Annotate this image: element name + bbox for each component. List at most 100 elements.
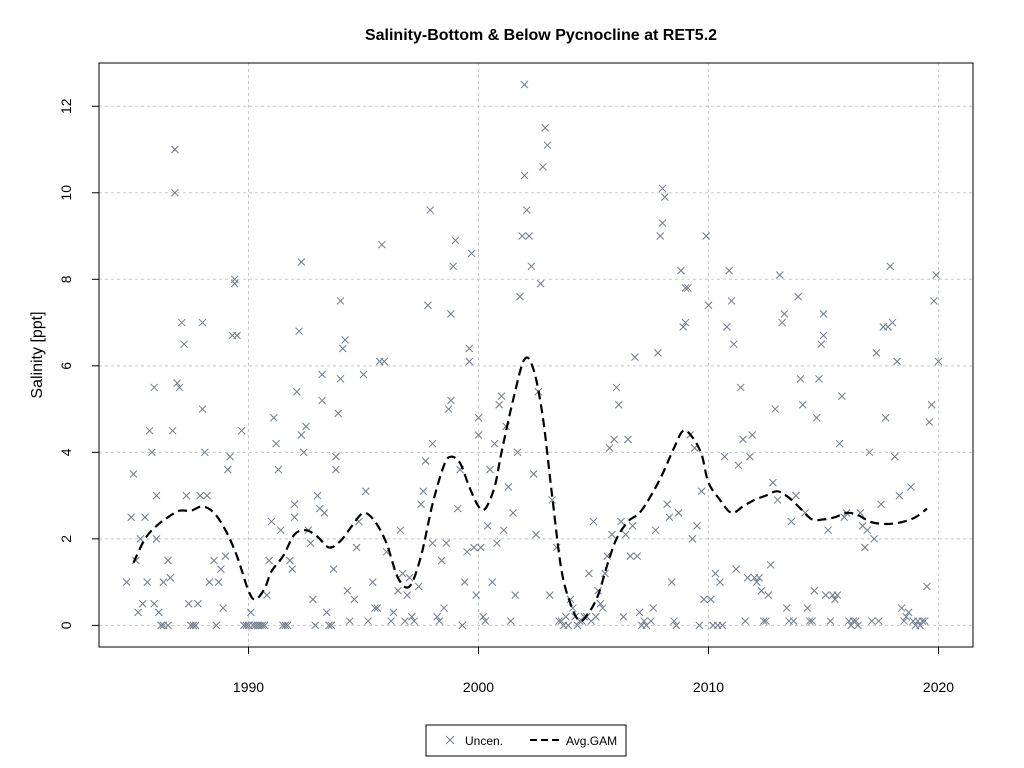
data-point-marker [677,266,685,275]
data-point-marker [479,612,487,621]
data-point-marker [223,465,232,474]
data-point-marker [292,387,301,396]
data-point-marker [364,617,372,625]
data-point-marker [267,517,276,526]
data-point-marker [490,439,499,448]
data-point-marker [527,262,536,271]
data-point-marker [821,591,830,599]
data-point-marker [311,621,320,630]
data-point-marker [932,271,941,279]
data-point-marker [449,262,458,271]
data-point-marker [138,599,147,608]
data-point-marker [352,543,361,552]
data-point-marker [127,513,136,522]
data-point-marker [660,193,669,201]
data-point-marker [741,617,750,625]
data-point-marker [233,331,241,340]
data-point-marker [509,509,517,517]
data-point-marker [815,374,823,383]
data-point-marker [336,297,345,305]
data-point-marker [474,431,483,439]
data-point-marker [437,556,446,565]
data-point-marker [295,327,303,336]
data-point-marker [164,621,172,630]
x-tick-label: 2010 [693,679,724,695]
data-point-marker [361,487,370,496]
data-point-marker [302,422,310,431]
data-point-marker [877,500,885,509]
data-point-marker [658,184,667,193]
legend-label-uncen: Uncen. [465,734,503,748]
gam-line-layer [132,356,928,623]
x-tick-label: 2000 [463,679,494,695]
data-point-marker [633,552,642,561]
data-point-marker [654,348,662,357]
data-point-marker [752,578,761,586]
data-point-marker [472,591,481,599]
data-point-marker [184,599,193,608]
data-point-marker [667,578,676,586]
data-point-marker [803,604,812,612]
data-point-marker [398,569,407,578]
data-point-marker [481,617,490,625]
data-point-marker [640,617,648,625]
data-point-marker [157,621,165,630]
data-point-marker [649,604,658,612]
data-point-marker [920,617,929,625]
data-point-marker [670,617,678,625]
data-point-marker [297,258,306,266]
data-point-marker [679,323,688,331]
data-point-marker [309,595,317,604]
data-point-marker [476,543,485,552]
data-point-marker [635,608,644,617]
data-point-marker [451,236,460,245]
data-point-marker [890,452,899,461]
data-point-marker [681,318,690,327]
data-point-marker [688,534,697,543]
data-point-marker [522,206,531,214]
data-point-marker [131,556,140,565]
data-point-marker [759,617,768,625]
data-point-marker [826,617,835,625]
data-point-marker [683,284,692,292]
data-point-marker [532,530,540,539]
data-point-marker [729,340,738,349]
data-point-marker [798,400,807,409]
data-point-marker [426,206,435,214]
data-point-marker [702,232,711,240]
data-point-marker [617,517,625,526]
data-point-marker [727,297,736,305]
data-point-marker [810,586,819,595]
data-point-marker [281,621,290,630]
data-point-marker [861,543,869,552]
data-point-marker [470,543,478,552]
data-point-marker [564,621,573,630]
data-point-marker [136,534,145,543]
data-point-marker [148,448,156,457]
data-point-marker [711,569,720,578]
data-point-marker [594,586,602,595]
data-point-marker [453,504,462,513]
data-point-marker [368,578,377,586]
data-point-marker [493,539,501,548]
data-point-marker [870,534,878,543]
data-point-marker [854,621,862,630]
data-point-marker [166,573,175,582]
data-point-marker [796,374,805,383]
data-point-marker [736,383,745,392]
data-point-marker [739,435,747,444]
data-point-marker [808,617,816,625]
y-tick-label: 6 [58,362,74,370]
data-point-marker [332,465,340,474]
data-point-marker [467,249,476,258]
data-point-marker [359,370,368,379]
data-point-marker [403,591,412,599]
data-point-marker [283,621,292,630]
data-point-marker [697,487,706,496]
data-point-marker [198,405,207,413]
data-point-marker [704,301,713,310]
data-point-marker [129,470,138,478]
data-point-marker [442,539,451,548]
data-point-marker [725,266,734,275]
data-point-marker [297,431,306,439]
